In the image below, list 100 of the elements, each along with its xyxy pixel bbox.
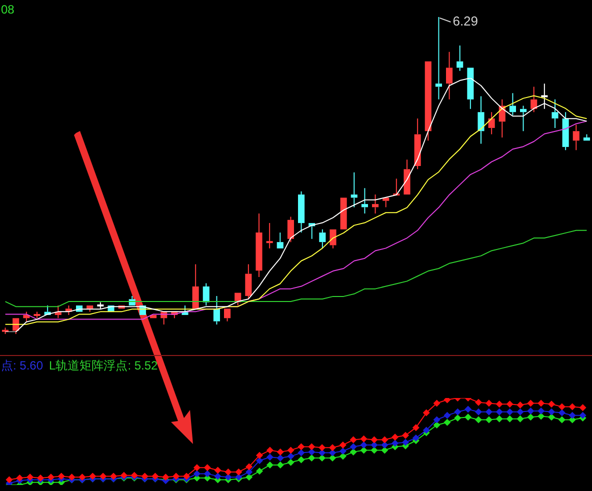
point — [496, 415, 503, 422]
point — [360, 446, 368, 454]
point — [152, 472, 159, 480]
point — [287, 446, 294, 454]
candlestick — [319, 228, 326, 249]
point — [172, 472, 180, 480]
point — [506, 408, 514, 416]
point — [100, 472, 107, 480]
candlestick — [552, 98, 558, 128]
point — [516, 401, 524, 408]
point — [162, 474, 170, 481]
point — [568, 412, 576, 419]
point — [496, 408, 503, 416]
point — [214, 466, 222, 474]
point — [558, 403, 566, 410]
point — [68, 474, 76, 481]
point — [422, 426, 430, 434]
point — [276, 448, 284, 456]
point — [538, 412, 545, 420]
point — [579, 404, 586, 412]
point — [287, 452, 294, 460]
point — [444, 398, 451, 404]
point — [329, 454, 336, 462]
point — [454, 414, 462, 422]
point — [433, 416, 440, 424]
point — [204, 470, 211, 478]
annotation: 6.29 — [452, 14, 478, 29]
candlestick — [256, 213, 262, 278]
candlestick — [446, 51, 453, 100]
candlestick — [404, 159, 410, 195]
point — [527, 400, 534, 407]
point — [444, 418, 451, 426]
point — [548, 414, 555, 421]
point — [464, 414, 472, 421]
point — [558, 416, 566, 424]
point — [454, 408, 462, 416]
candlestick — [562, 112, 569, 151]
point — [266, 461, 274, 468]
point — [256, 468, 263, 475]
point — [246, 463, 253, 470]
point — [224, 474, 232, 481]
candlestick — [488, 112, 495, 135]
point — [422, 409, 430, 416]
candlestick — [541, 83, 548, 110]
point — [246, 474, 253, 481]
candlestick — [478, 96, 484, 144]
candlestick — [530, 86, 538, 113]
point — [308, 454, 316, 462]
point — [381, 436, 388, 444]
candlestick — [361, 188, 368, 214]
point — [339, 448, 346, 455]
candlestick — [213, 295, 220, 325]
candlestick — [583, 134, 590, 141]
text: 点: 5.60 — [1, 358, 44, 372]
point — [370, 436, 378, 444]
candlestick — [456, 45, 464, 72]
point — [266, 446, 274, 454]
candlestick — [572, 124, 580, 151]
point — [568, 403, 576, 410]
text: 08 — [1, 2, 15, 16]
point — [339, 452, 346, 460]
point — [392, 434, 399, 441]
point — [538, 408, 545, 415]
point — [370, 446, 378, 454]
candlestick — [509, 92, 516, 116]
point — [433, 421, 440, 428]
point — [256, 457, 263, 464]
point — [360, 435, 368, 442]
candlestick — [372, 194, 379, 214]
point — [392, 440, 399, 447]
point — [516, 408, 524, 416]
point — [475, 408, 482, 416]
point — [485, 416, 492, 424]
point — [496, 400, 503, 408]
point — [329, 449, 336, 456]
candlestick — [224, 308, 231, 322]
point — [6, 476, 13, 484]
candlestick — [520, 105, 527, 132]
point — [506, 400, 514, 408]
point — [485, 408, 492, 416]
candlestick — [287, 216, 294, 243]
point — [47, 474, 54, 481]
point — [308, 443, 316, 450]
point — [16, 474, 24, 482]
point — [110, 472, 117, 480]
candlestick — [266, 222, 273, 249]
point — [183, 472, 190, 480]
point — [78, 474, 86, 481]
point — [506, 415, 514, 422]
point — [298, 449, 305, 456]
point — [350, 448, 357, 456]
point — [298, 443, 305, 450]
point — [350, 443, 357, 450]
point — [444, 412, 451, 419]
point — [360, 441, 368, 448]
point — [308, 448, 316, 456]
candlestick — [382, 198, 390, 208]
point — [318, 449, 326, 456]
candlestick — [435, 16, 442, 100]
point — [89, 472, 96, 480]
